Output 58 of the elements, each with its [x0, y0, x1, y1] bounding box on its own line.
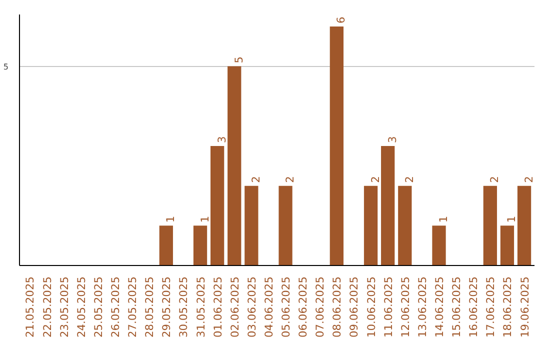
bar — [381, 146, 395, 266]
bar — [398, 186, 412, 266]
x-tick-label: 26.05.2025 — [108, 276, 122, 338]
data-label: 3 — [386, 136, 399, 143]
x-tick-label: 19.06.2025 — [518, 276, 532, 338]
x-tick-label: 25.05.2025 — [92, 276, 105, 338]
bar — [244, 186, 258, 266]
data-label: 2 — [249, 176, 262, 183]
x-tick-label: 03.06.2025 — [245, 276, 258, 338]
bar — [210, 146, 224, 266]
x-tick-label: 04.06.2025 — [262, 276, 276, 338]
x-tick-label: 07.06.2025 — [314, 276, 327, 338]
data-label: 6 — [334, 16, 348, 24]
bar — [330, 26, 344, 266]
bar — [517, 186, 532, 266]
x-tick-label: 10.06.2025 — [364, 276, 378, 338]
data-label: 2 — [368, 176, 382, 183]
x-tick-label: 22.05.2025 — [40, 276, 54, 338]
x-tick-label: 17.06.2025 — [484, 276, 498, 338]
data-label: 1 — [505, 216, 518, 223]
x-tick-label: 23.05.2025 — [58, 276, 71, 338]
x-tick-label: 29.05.2025 — [160, 276, 174, 338]
x-tick-label: 27.05.2025 — [126, 276, 140, 338]
x-tick-label: 16.06.2025 — [467, 276, 480, 338]
bar — [500, 226, 514, 266]
data-label: 1 — [164, 216, 178, 223]
x-tick-label: 15.06.2025 — [450, 276, 464, 338]
x-tick-label: 30.05.2025 — [177, 276, 190, 338]
data-label: 3 — [215, 136, 228, 143]
x-tick-label: 11.06.2025 — [382, 276, 395, 338]
data-label: 5 — [232, 56, 246, 64]
x-tick-label: 06.06.2025 — [296, 276, 310, 338]
bar — [159, 226, 173, 266]
x-tick-label: 13.06.2025 — [416, 276, 429, 338]
x-tick-label: 01.06.2025 — [211, 276, 224, 338]
x-tick-label: 31.05.2025 — [194, 276, 208, 338]
x-tick-label: 05.06.2025 — [280, 276, 293, 338]
x-tick-label: 28.05.2025 — [143, 276, 156, 338]
data-label: 1 — [198, 216, 212, 223]
x-tick-label: 12.06.2025 — [398, 276, 412, 338]
x-tick-label: 18.06.2025 — [501, 276, 514, 338]
x-tick-label: 09.06.2025 — [348, 276, 361, 338]
bar — [364, 186, 378, 266]
x-tick-label: 21.05.2025 — [24, 276, 37, 338]
bar — [432, 226, 446, 266]
data-label: 2 — [522, 176, 536, 183]
x-tick-label: 24.05.2025 — [74, 276, 88, 338]
bar — [228, 66, 242, 266]
x-tick-label: 02.06.2025 — [228, 276, 242, 338]
bar — [278, 186, 292, 266]
bar — [483, 186, 497, 266]
bar — [193, 226, 208, 266]
data-label: 1 — [437, 216, 450, 223]
x-tick-label: 08.06.2025 — [330, 276, 344, 338]
data-label: 2 — [488, 176, 502, 183]
x-tick-label: 14.06.2025 — [433, 276, 446, 338]
data-label: 2 — [402, 176, 416, 183]
data-label: 2 — [284, 176, 297, 183]
